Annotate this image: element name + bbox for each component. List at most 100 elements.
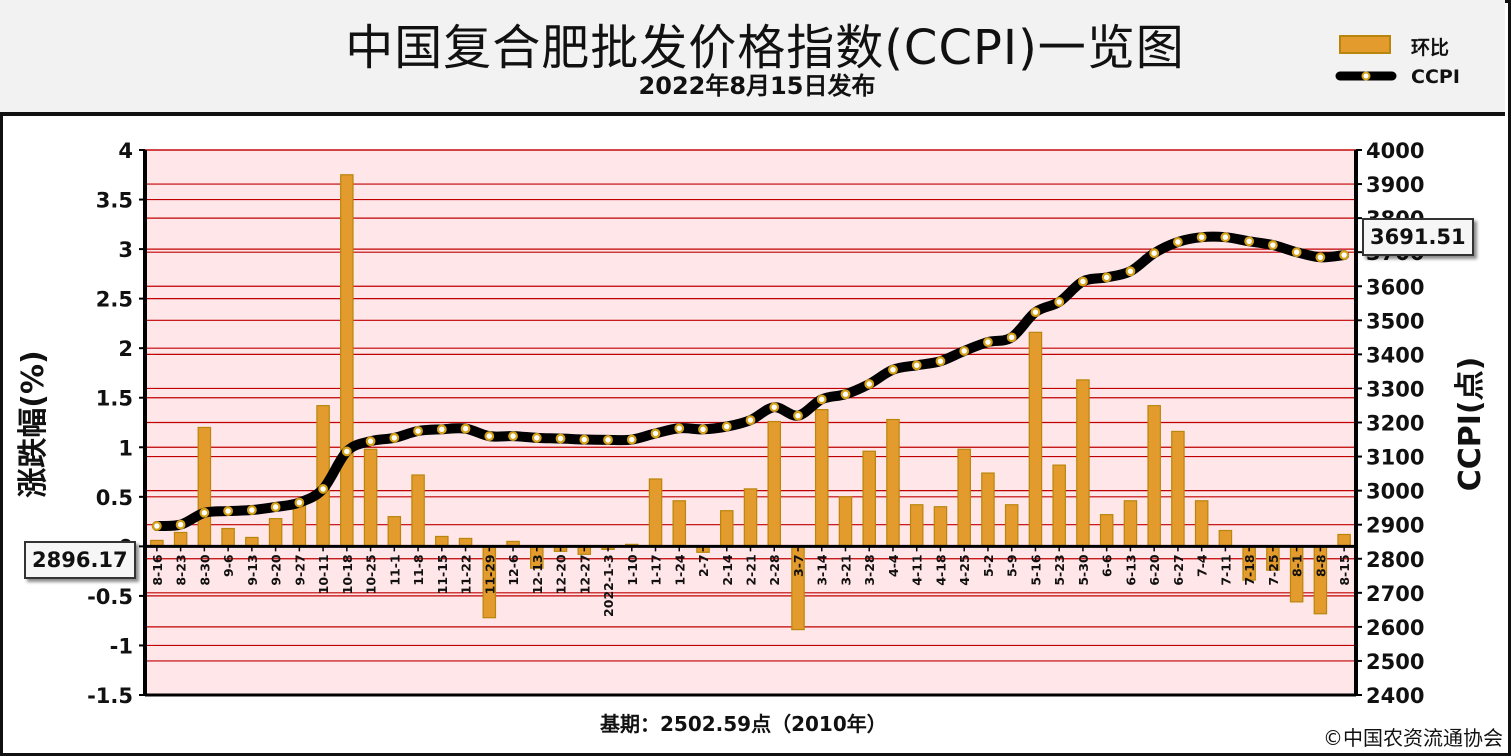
left-tick-label: 2.5 (96, 288, 133, 312)
legend-line-label: CCPI (1411, 66, 1460, 88)
ccpi-point-1-10 (626, 434, 637, 445)
x-tick-label: 9-6 (221, 554, 236, 577)
bar-5-16 (1028, 331, 1043, 547)
x-tick-label: 7-18 (1242, 554, 1257, 585)
ccpi-point-11-15 (436, 424, 447, 435)
ccpi-point-7-18 (1244, 236, 1255, 247)
x-tick-label: 3-14 (815, 554, 830, 586)
ccpi-point-4-4 (888, 364, 898, 375)
page-title: 中国复合肥批发价格指数(CCPI)一览图 (345, 20, 1185, 76)
ccpi-point-3-7 (793, 410, 803, 421)
ccpi-point-11-29 (484, 431, 495, 442)
bar-4-18 (933, 506, 948, 547)
header: 中国复合肥批发价格指数(CCPI)一览图 2022年8月15日发布 (0, 0, 1505, 116)
bar-5-30 (1076, 379, 1090, 547)
bar-3-21 (838, 496, 853, 547)
bar-series (150, 174, 1351, 631)
ccpi-point-4-11 (911, 360, 922, 371)
ccpi-point-1-17 (650, 428, 661, 439)
ccpi-point-2-21 (745, 415, 756, 426)
x-tick-label: 6-20 (1147, 554, 1162, 586)
x-tick-label: 7-11 (1218, 554, 1233, 585)
bar-8-23 (173, 531, 188, 547)
ccpi-point-12-6 (508, 431, 518, 442)
ccpi-point-10-11 (318, 484, 328, 494)
bar-10-25 (363, 448, 378, 547)
ccpi-point-6-6 (1101, 272, 1112, 283)
x-tick-label: 2022-1-3 (601, 554, 616, 617)
ccpi-point-9-20 (270, 502, 281, 512)
ccpi-point-2-7 (698, 424, 708, 435)
ccpi-point-10-25 (365, 436, 376, 447)
legend-line-marker (1361, 71, 1371, 81)
bar-10-18 (340, 174, 354, 547)
right-axis-ticks: 4000390038003700360035003400330032003100… (1356, 139, 1424, 708)
ccpi-point-5-30 (1078, 276, 1088, 287)
left-tick-label: 4 (118, 139, 133, 163)
x-tick-label: 9-13 (245, 554, 260, 585)
x-tick-label: 2-28 (767, 554, 782, 585)
x-tick-label: 6-13 (1123, 554, 1138, 585)
bar-6-13 (1123, 500, 1138, 547)
legend-bar-swatch (1339, 35, 1391, 54)
ccpi-point-9-13 (246, 505, 257, 515)
copyright: ©中国农资流通协会 (1323, 726, 1503, 750)
right-tick-label: 4000 (1366, 139, 1424, 163)
ccpi-point-9-27 (294, 497, 305, 508)
bar-1-24 (672, 500, 687, 547)
x-tick-label: 1-17 (649, 554, 664, 585)
x-tick-label: 5-30 (1076, 554, 1091, 586)
x-tick-label: 4-4 (886, 554, 901, 577)
x-tick-label: 8-30 (197, 554, 212, 586)
x-tick-label: 7-4 (1195, 554, 1210, 577)
x-tick-label: 4-11 (910, 554, 925, 585)
x-tick-label: 11-22 (459, 554, 474, 594)
x-tick-label: 8-15 (1337, 554, 1352, 585)
x-tick-label: 2-14 (720, 554, 735, 586)
x-tick-label: 9-20 (269, 554, 284, 586)
bar-8-30 (197, 426, 212, 547)
ccpi-point-3-14 (816, 394, 827, 405)
legend-bar-label: 环比 (1411, 37, 1450, 59)
bar-6-20 (1147, 405, 1161, 547)
ccpi-point-7-11 (1220, 232, 1231, 243)
right-tick-label: 2500 (1366, 650, 1424, 674)
x-tick-label: 12-20 (554, 554, 569, 594)
ccpi-point-9-6 (223, 506, 234, 516)
bar-5-2 (981, 472, 995, 547)
x-tick-label: 10-11 (316, 554, 331, 594)
bar-1-17 (648, 478, 663, 547)
right-tick-label: 2700 (1366, 582, 1424, 606)
left-tick-label: 3.5 (96, 189, 133, 213)
left-tick-label: -1 (110, 634, 133, 658)
x-tick-label: 11-15 (435, 554, 450, 594)
left-tick-label: 1 (118, 436, 133, 460)
right-tick-label: 3300 (1366, 377, 1424, 401)
base-period-note: 基期：2502.59点（2010年） (600, 712, 887, 736)
x-tick-label: 6-27 (1171, 554, 1186, 585)
x-tick-label: 7-25 (1266, 554, 1281, 585)
ccpi-point-10-18 (341, 446, 352, 457)
x-axis-ticks: 8-16 8-23 8-30 9-6 9-13 9-20 9-27 10-11 10-18 10-… (150, 554, 1352, 617)
right-tick-label: 3400 (1366, 343, 1424, 367)
bar-6-6 (1099, 514, 1114, 547)
bar-9-6 (221, 527, 235, 547)
left-tick-label: 1.5 (96, 387, 133, 411)
ccpi-point-8-8 (1315, 252, 1326, 263)
page-subtitle: 2022年8月15日发布 (638, 72, 876, 100)
bar-7-11 (1218, 529, 1233, 547)
right-tick-label: 3600 (1366, 275, 1424, 299)
ccpi-point-7-25 (1267, 240, 1278, 250)
ccpi-point-8-15 (1339, 250, 1350, 260)
bar-4-11 (909, 504, 924, 547)
bar-11-1 (387, 516, 402, 547)
right-tick-label: 3100 (1366, 446, 1424, 470)
ccpi-point-6-13 (1125, 266, 1136, 277)
ccpi-point-11-22 (460, 423, 471, 434)
left-tick-label: 3 (118, 238, 133, 262)
ccpi-point-8-1 (1291, 247, 1302, 258)
ccpi-point-6-20 (1149, 248, 1160, 259)
ccpi-point-1-24 (674, 423, 685, 434)
ccpi-point-12-20 (555, 433, 566, 444)
